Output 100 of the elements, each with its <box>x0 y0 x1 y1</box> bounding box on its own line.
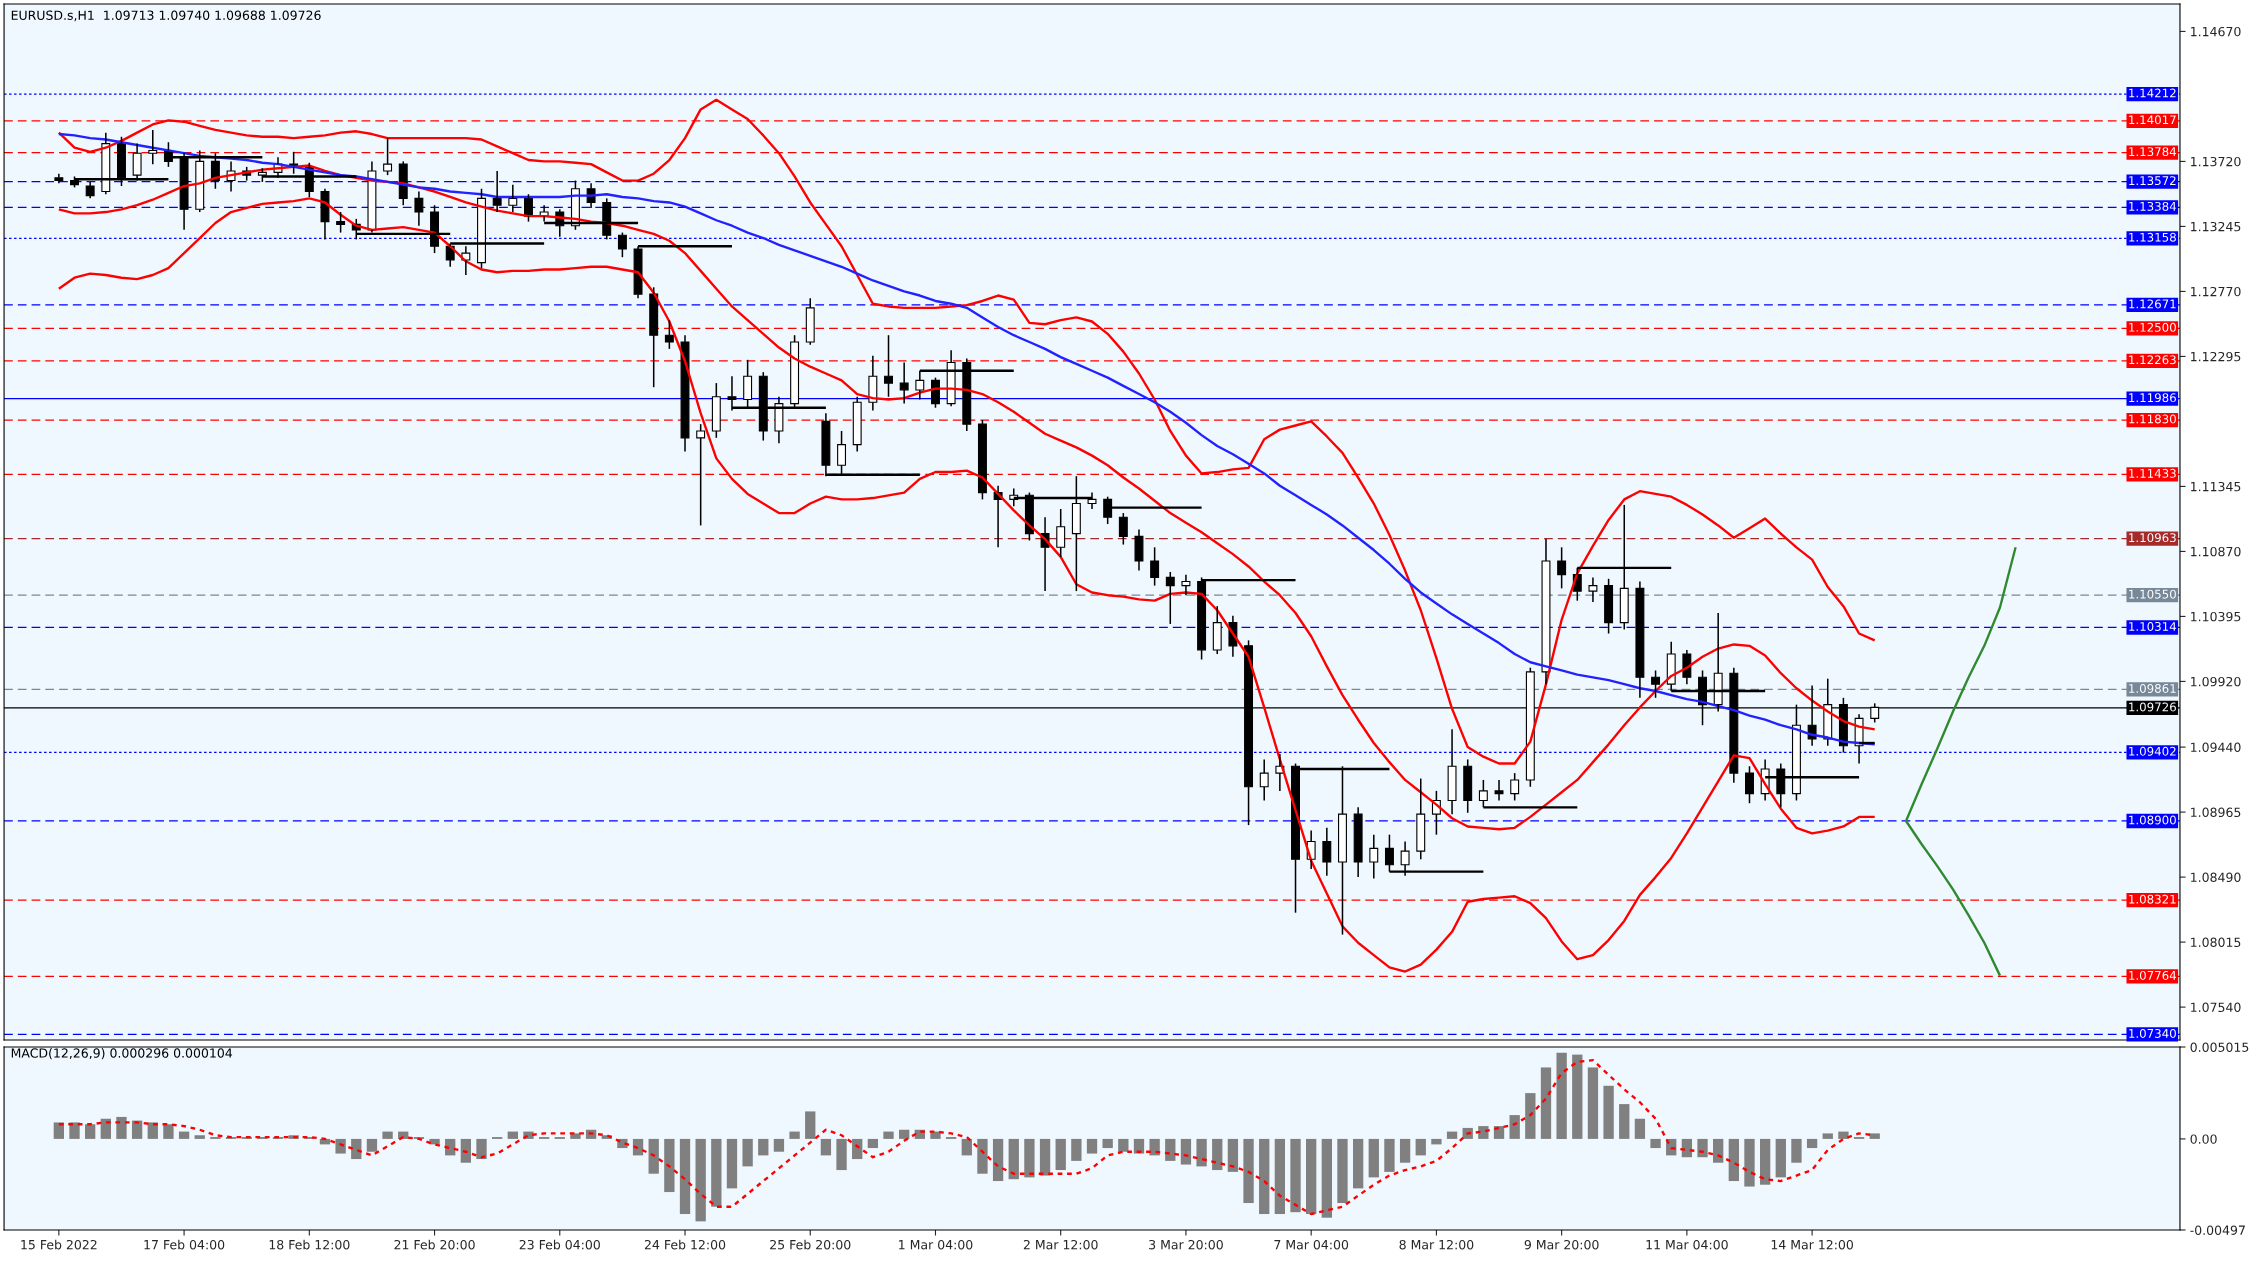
candlestick <box>868 354 878 412</box>
candlestick <box>680 334 690 453</box>
y-tick-label: 1.08015 <box>2191 937 2241 948</box>
bar <box>147 1122 158 1139</box>
ref-line-label: 1.07340 <box>2129 1028 2176 1038</box>
x-tick-label: 24 Feb 12:00 <box>644 1239 726 1250</box>
ref-line-label: 1.13384 <box>2129 201 2177 211</box>
bar <box>1337 1138 1348 1204</box>
bar <box>1384 1138 1395 1172</box>
y-tick-label: 1.09440 <box>2191 742 2241 753</box>
bar <box>820 1138 832 1156</box>
bar <box>1713 1138 1724 1163</box>
y-tick-label: 1.12770 <box>2191 286 2241 297</box>
bar <box>116 1116 127 1139</box>
bar <box>69 1122 80 1139</box>
bar <box>695 1138 706 1222</box>
bar <box>961 1138 972 1156</box>
ref-line-label: 1.09726 <box>2129 702 2176 712</box>
ref-line-label: 1.11986 <box>2129 393 2176 403</box>
chart-title: MACD(12,26,9) 0.000296 0.000104 <box>11 1048 233 1060</box>
ref-line-label: 1.14212 <box>2129 88 2176 98</box>
candlestick <box>1494 779 1504 802</box>
bar <box>1650 1138 1661 1149</box>
x-tick-label: 3 Mar 20:00 <box>1149 1239 1223 1250</box>
bar <box>1352 1138 1364 1189</box>
chart-title: EURUSD.s,H1 1.09713 1.09740 1.09688 1.09726 <box>11 10 321 22</box>
bar <box>742 1138 753 1167</box>
bar <box>1431 1138 1442 1145</box>
bar <box>476 1138 487 1160</box>
bar <box>1259 1138 1270 1215</box>
ref-line-label: 1.13572 <box>2129 176 2176 186</box>
bar <box>1180 1138 1192 1165</box>
bar <box>53 1122 65 1139</box>
bar <box>382 1131 393 1139</box>
bar <box>84 1124 96 1139</box>
y-tick-label: 0.00 <box>2190 1134 2217 1144</box>
candlestick <box>414 190 424 227</box>
bar <box>335 1138 346 1154</box>
y-tick-label: 1.13720 <box>2191 156 2241 167</box>
x-tick-label: 15 Feb 2022 <box>21 1239 97 1250</box>
ref-line-label: 1.10963 <box>2129 533 2176 543</box>
bar <box>648 1138 659 1174</box>
bar <box>1118 1138 1129 1152</box>
bar <box>1086 1138 1098 1154</box>
ref-line-label: 1.09861 <box>2129 683 2176 693</box>
bar <box>1290 1138 1301 1213</box>
bar <box>1697 1138 1708 1158</box>
ref-line-label: 1.10550 <box>2129 589 2176 599</box>
x-tick-label: 14 Mar 12:00 <box>1771 1239 1853 1250</box>
ref-line-label: 1.08900 <box>2129 815 2176 825</box>
bar <box>852 1138 863 1160</box>
bar <box>1196 1138 1207 1167</box>
bar <box>836 1138 847 1171</box>
ref-line-label: 1.10314 <box>2129 621 2177 631</box>
candlestick <box>320 188 330 241</box>
ref-line-label: 1.13158 <box>2129 232 2176 242</box>
bar <box>1587 1067 1599 1139</box>
bar <box>789 1131 800 1139</box>
ref-line-label: 1.12671 <box>2129 299 2176 309</box>
bar <box>1759 1138 1771 1185</box>
bar <box>1540 1067 1552 1139</box>
x-tick-label: 9 Mar 20:00 <box>1524 1239 1599 1250</box>
bar <box>1415 1138 1426 1156</box>
x-tick-label: 23 Feb 04:00 <box>519 1239 600 1250</box>
bar <box>1775 1138 1786 1178</box>
candlestick <box>398 160 408 206</box>
candlestick <box>1212 605 1222 655</box>
candlestick <box>148 129 158 165</box>
y-tick-label: 0.005015 <box>2190 1042 2249 1052</box>
bar <box>1039 1138 1051 1176</box>
y-tick-label: 1.13245 <box>2191 221 2241 232</box>
bar <box>460 1138 472 1163</box>
y-tick-label: 1.14670 <box>2191 26 2241 37</box>
candlestick <box>54 172 64 185</box>
candlestick <box>492 170 502 213</box>
bar <box>758 1138 769 1156</box>
bar <box>1368 1138 1379 1178</box>
bar <box>883 1131 894 1139</box>
bar <box>1008 1138 1019 1180</box>
candlestick <box>1181 573 1191 596</box>
y-tick-label: 1.09920 <box>2191 676 2241 687</box>
bar <box>1603 1085 1614 1139</box>
candlestick <box>805 297 815 346</box>
candlestick <box>1134 528 1144 572</box>
bar <box>1806 1138 1818 1149</box>
bar <box>1165 1138 1176 1161</box>
candlestick <box>1259 758 1269 802</box>
bar <box>1446 1131 1458 1139</box>
bar <box>1509 1115 1520 1139</box>
bar <box>163 1124 174 1139</box>
bar <box>1791 1138 1802 1163</box>
candlestick <box>1369 833 1379 880</box>
y-tick-label: 1.12295 <box>2191 351 2241 362</box>
bar <box>726 1138 738 1189</box>
bar <box>1619 1104 1630 1139</box>
bar <box>679 1138 691 1215</box>
x-tick-label: 8 Mar 12:00 <box>1399 1239 1474 1250</box>
x-tick-label: 25 Feb 20:00 <box>770 1239 851 1250</box>
bar <box>1306 1138 1317 1215</box>
y-tick-label: 1.10870 <box>2191 546 2241 557</box>
